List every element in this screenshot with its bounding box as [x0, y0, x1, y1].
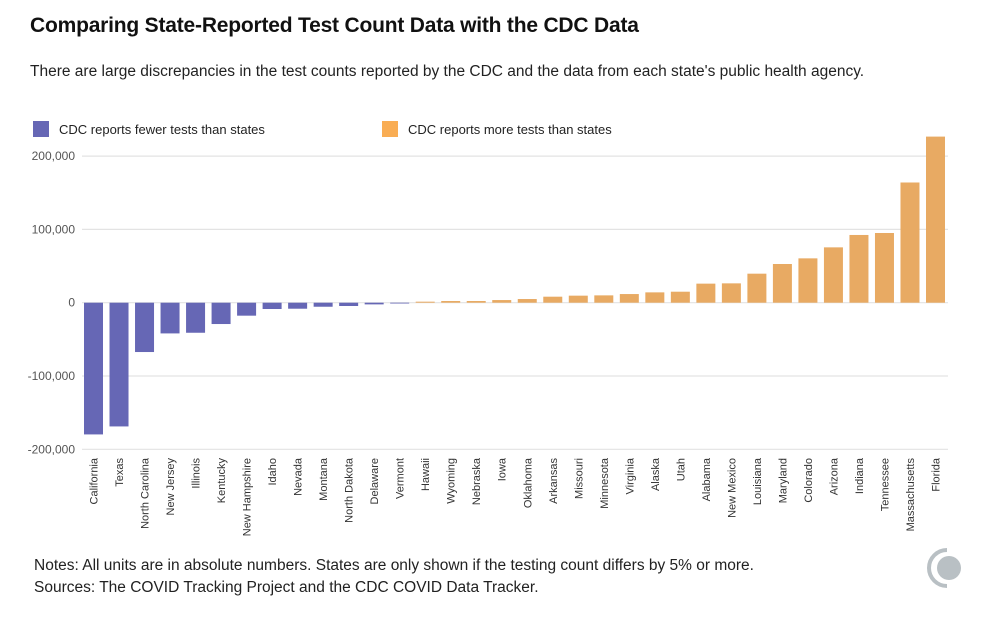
x-tick-label: Florida: [931, 457, 943, 492]
bar-montana: [313, 302, 333, 307]
x-tick-label: Kentucky: [216, 458, 228, 504]
x-tick-label: North Carolina: [140, 457, 152, 529]
bar-louisiana: [747, 273, 767, 303]
y-tick-label: 200,000: [32, 149, 76, 163]
bar-north-carolina: [135, 302, 155, 353]
y-tick-label: 100,000: [32, 222, 76, 236]
y-tick-label: -100,000: [28, 369, 76, 383]
bar-florida: [926, 136, 945, 303]
bar-arizona: [823, 247, 843, 303]
x-tick-label: Idaho: [267, 458, 279, 486]
bar-oklahoma: [517, 299, 537, 303]
bar-colorado: [798, 258, 818, 303]
publisher-logo-icon: [927, 548, 961, 588]
x-tick-label: Vermont: [395, 458, 407, 499]
bar-new-jersey: [160, 302, 180, 334]
bar-tennessee: [874, 232, 894, 303]
legend-item-fewer: CDC reports fewer tests than states: [33, 121, 265, 137]
x-tick-label: Wyoming: [446, 458, 458, 504]
bar-north-dakota: [339, 302, 359, 306]
bar-utah: [670, 291, 690, 303]
bar-new-mexico: [721, 283, 741, 303]
x-tick-label: Minnesota: [599, 457, 611, 509]
x-tick-label: Oklahoma: [522, 457, 534, 508]
bar-nevada: [288, 302, 308, 309]
x-tick-label: Montana: [318, 457, 330, 501]
bar-nebraska: [466, 301, 486, 303]
bar-hawaii: [415, 301, 435, 303]
sources-text: Sources: The COVID Tracking Project and …: [34, 579, 539, 596]
bar-alaska: [645, 292, 665, 303]
x-tick-label: Louisiana: [752, 457, 764, 505]
x-tick-label: Colorado: [803, 458, 815, 503]
x-tick-label: Tennessee: [879, 458, 891, 511]
chart-title: Comparing State-Reported Test Count Data…: [30, 14, 639, 37]
x-tick-label: Arkansas: [548, 458, 560, 504]
x-tick-label: New Mexico: [726, 458, 738, 518]
bar-virginia: [619, 294, 639, 303]
x-tick-label: Utah: [675, 458, 687, 481]
x-tick-label: Missouri: [573, 458, 585, 499]
x-tick-label: Nebraska: [471, 457, 483, 505]
x-tick-label: Alaska: [650, 457, 662, 491]
x-tick-label: New Hampshire: [242, 458, 254, 536]
legend-item-more: CDC reports more tests than states: [382, 121, 612, 137]
x-tick-label: North Dakota: [344, 457, 356, 523]
x-tick-label: Arizona: [828, 457, 840, 495]
bar-minnesota: [594, 295, 614, 303]
y-tick-label: 0: [68, 296, 75, 310]
bar-indiana: [849, 234, 869, 303]
bar-vermont: [390, 302, 410, 304]
x-tick-label: California: [89, 457, 101, 504]
bar-idaho: [262, 302, 282, 310]
x-tick-label: Hawaii: [420, 458, 432, 491]
x-tick-label: Maryland: [777, 458, 789, 503]
bar-delaware: [364, 302, 384, 305]
bar-arkansas: [543, 296, 563, 303]
legend-label-more: CDC reports more tests than states: [408, 121, 612, 137]
y-tick-label: -200,000: [28, 442, 76, 456]
chart-subtitle: There are large discrepancies in the tes…: [30, 63, 865, 80]
x-tick-label: Iowa: [497, 457, 509, 481]
bar-kentucky: [211, 302, 231, 325]
x-tick-label: Texas: [114, 458, 126, 487]
x-tick-label: Massachusetts: [905, 458, 917, 532]
bar-new-hampshire: [237, 302, 257, 316]
chart-notes: Notes: All units are in absolute numbers…: [34, 555, 754, 599]
legend-swatch-fewer: [33, 121, 49, 137]
bar-missouri: [568, 295, 588, 303]
x-tick-label: New Jersey: [165, 458, 177, 516]
x-tick-label: Alabama: [701, 457, 713, 501]
x-tick-label: Delaware: [369, 458, 381, 504]
x-tick-label: Nevada: [293, 457, 305, 496]
x-tick-label: Indiana: [854, 457, 866, 494]
legend-label-fewer: CDC reports fewer tests than states: [59, 121, 265, 137]
bar-alabama: [696, 283, 716, 303]
legend-swatch-more: [382, 121, 398, 137]
bar-massachusetts: [900, 182, 920, 303]
bar-iowa: [492, 300, 512, 303]
bar-texas: [109, 302, 129, 427]
bar-illinois: [186, 302, 206, 333]
x-tick-label: Illinois: [191, 458, 203, 489]
bar-california: [84, 302, 103, 435]
x-tick-label: Virginia: [624, 457, 636, 494]
bar-wyoming: [441, 301, 461, 303]
bar-maryland: [772, 263, 792, 303]
notes-text: Notes: All units are in absolute numbers…: [34, 557, 754, 574]
